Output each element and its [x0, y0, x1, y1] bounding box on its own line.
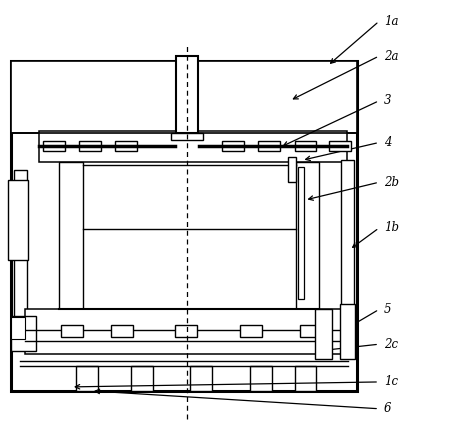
Bar: [295, 141, 317, 151]
Bar: [39, 131, 347, 162]
Bar: [76, 366, 98, 391]
Text: 2a: 2a: [384, 49, 399, 62]
Bar: [172, 132, 203, 141]
Bar: [190, 366, 212, 391]
Bar: [300, 325, 321, 337]
Bar: [315, 309, 332, 359]
Text: 3: 3: [384, 94, 392, 107]
Text: 4: 4: [384, 136, 392, 149]
Bar: [340, 304, 355, 359]
Text: 2c: 2c: [384, 338, 398, 351]
Bar: [240, 325, 262, 337]
Bar: [295, 366, 317, 391]
Text: 1a: 1a: [384, 15, 399, 28]
Bar: [176, 56, 198, 132]
Bar: [11, 61, 357, 391]
Bar: [250, 366, 272, 391]
Text: 5: 5: [384, 303, 392, 316]
Bar: [11, 317, 26, 339]
Bar: [258, 141, 280, 151]
Bar: [175, 325, 197, 337]
Text: 1c: 1c: [384, 375, 398, 388]
Bar: [26, 309, 343, 354]
Bar: [111, 325, 133, 337]
Bar: [59, 162, 83, 309]
Bar: [222, 141, 244, 151]
Bar: [11, 316, 36, 351]
Text: 2b: 2b: [384, 176, 399, 189]
Bar: [79, 141, 101, 151]
Bar: [288, 158, 296, 182]
Bar: [296, 162, 319, 309]
Bar: [131, 366, 153, 391]
Bar: [43, 141, 65, 151]
Bar: [115, 141, 137, 151]
Bar: [61, 325, 83, 337]
Bar: [11, 61, 357, 132]
Text: 6: 6: [384, 402, 392, 415]
Text: 1b: 1b: [384, 221, 399, 234]
Bar: [14, 170, 27, 319]
Bar: [341, 161, 354, 319]
Bar: [9, 180, 28, 260]
Bar: [329, 141, 351, 151]
Bar: [298, 168, 303, 299]
